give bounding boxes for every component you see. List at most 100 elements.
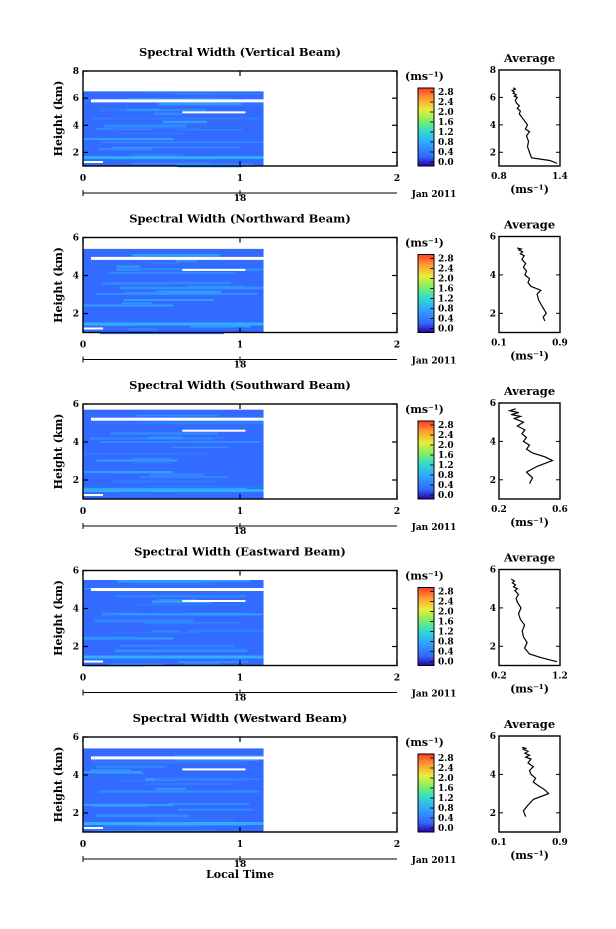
- colorbar-tick-label: 0.4: [438, 648, 454, 658]
- avg-profile-line: [510, 578, 558, 663]
- heatmap-cell: [98, 790, 260, 793]
- y-axis-label: Height (km): [52, 747, 65, 823]
- colorbar-tick-label: 0.0: [438, 658, 454, 668]
- panel-4: Spectral Width (Westward Beam) 2 4 6 0 1 2 18 Ja…: [52, 711, 568, 870]
- colorbar-tick-label: 0.8: [438, 638, 454, 648]
- colorbar-unit: (ms⁻¹): [405, 570, 444, 583]
- heatmap-cell: [94, 619, 194, 623]
- heatmap-gap: [83, 660, 103, 663]
- y-tick-label: 4: [73, 272, 79, 282]
- avg-x-tick-label: 0.1: [491, 838, 507, 848]
- colorbar-tick-label: 1.2: [438, 794, 454, 804]
- heatmap-cell: [112, 146, 241, 149]
- heatmap-gap: [91, 756, 264, 760]
- colorbar-tick-label: 2.0: [438, 608, 454, 618]
- heatmap-cell: [102, 281, 175, 285]
- y-axis-label: Height (km): [52, 414, 65, 490]
- colorbar-tick-label: 2.4: [438, 98, 454, 108]
- heatmap-cell: [178, 661, 249, 663]
- heatmap-cell: [121, 493, 153, 496]
- heatmap-cell: [83, 471, 174, 473]
- heatmap-cell: [83, 138, 174, 140]
- colorbar-tick-label: 1.6: [438, 784, 454, 794]
- avg-y-tick-label: 2: [490, 309, 496, 319]
- colorbar-tick-label: 2.0: [438, 275, 454, 285]
- colorbar: [417, 753, 435, 833]
- colorbar-tick-label: 2.8: [438, 88, 454, 98]
- colorbar-tick-label: 1.6: [438, 285, 454, 295]
- heatmap-cell: [138, 269, 197, 272]
- panel-1: Spectral Width (Northward Beam) 2 4 6 0 1 2 18 J…: [52, 212, 568, 371]
- heatmap-cell: [171, 446, 230, 449]
- avg-y-tick-label: 4: [490, 770, 496, 780]
- heatmap-cell: [190, 325, 251, 328]
- heatmap-cell: [127, 98, 234, 100]
- heatmap-cell: [174, 754, 264, 758]
- heatmap-cell: [156, 787, 186, 790]
- colorbar-tick-label: 0.0: [438, 824, 454, 834]
- x-tick-label: 2: [394, 341, 400, 351]
- colorbar-tick-label: 2.8: [438, 754, 454, 764]
- heatmap-cell: [144, 622, 242, 624]
- heatmap-cell: [146, 91, 214, 94]
- heatmap-cell: [95, 422, 168, 425]
- heatmap-cell: [136, 414, 219, 417]
- panel-3: Spectral Width (Eastward Beam) 2 4 6 0 1 2 18 Ja…: [52, 545, 568, 704]
- heatmap-cell: [110, 632, 199, 634]
- heatmap-cell: [130, 153, 184, 156]
- panel-2: Spectral Width (Southward Beam) 2 4 6 0 1 2 18 J…: [52, 378, 568, 537]
- heatmap-cell: [100, 441, 262, 443]
- avg-frame: [498, 735, 561, 833]
- heatmap-cell: [83, 771, 143, 774]
- colorbar-tick-label: 1.6: [438, 618, 454, 628]
- y-axis-label: Height (km): [52, 580, 65, 656]
- heatmap-cell: [125, 291, 169, 293]
- avg-profile-line: [517, 247, 548, 322]
- heatmap-cell: [172, 92, 261, 96]
- heatmap-cell: [188, 285, 245, 287]
- avg-profile-line: [510, 87, 558, 164]
- y-tick-label: 2: [73, 148, 79, 158]
- heatmap-cell: [118, 108, 160, 111]
- heatmap-gap: [182, 111, 246, 114]
- heatmap-cell: [90, 769, 131, 772]
- avg-profile-line: [521, 746, 550, 817]
- y-tick-label: 6: [73, 733, 79, 743]
- heatmap-cell: [101, 141, 264, 144]
- heatmap-cell: [183, 662, 220, 666]
- heatmap-cell: [167, 281, 231, 285]
- heatmap-cell: [113, 128, 202, 130]
- heatmap-cell: [130, 162, 212, 165]
- heatmap-cell: [146, 421, 264, 425]
- heatmap-cell: [108, 272, 235, 274]
- heatmap-cell: [83, 322, 264, 326]
- heatmap-cell: [95, 772, 145, 775]
- avg-frame: [498, 69, 561, 167]
- date-label: Jan 2011: [411, 523, 457, 533]
- heatmap-cell: [96, 293, 258, 295]
- heatmap-cell: [95, 765, 165, 768]
- avg-y-tick-label: 4: [490, 604, 496, 614]
- heatmap-cell: [123, 299, 214, 302]
- heatmap-cell: [110, 432, 219, 435]
- avg-x-tick-label: 0.2: [491, 672, 507, 682]
- x-tick-label: 2: [394, 674, 400, 684]
- avg-profile-line: [507, 408, 554, 484]
- colorbar-tick-label: 2.8: [438, 588, 454, 598]
- heatmap-cell: [101, 108, 127, 112]
- heatmap-cell: [117, 265, 141, 268]
- avg-x-tick-label: 0.8: [491, 172, 507, 182]
- heatmap-gap: [91, 417, 264, 421]
- heatmap-gap: [91, 588, 264, 591]
- x-tick-label: 1: [237, 341, 243, 351]
- colorbar-unit: (ms⁻¹): [405, 403, 444, 416]
- heatmap-cell: [168, 803, 250, 805]
- x-tick-label: 1: [237, 174, 243, 184]
- colorbar-tick-label: 2.0: [438, 441, 454, 451]
- heatmap-cell: [132, 253, 220, 257]
- panel-title: Spectral Width (Eastward Beam): [134, 545, 346, 559]
- colorbar-tick-label: 1.6: [438, 451, 454, 461]
- colorbar-tick-label: 2.8: [438, 421, 454, 431]
- avg-x-label: (ms⁻¹): [510, 350, 549, 363]
- x-axis-label: Local Time: [206, 868, 274, 881]
